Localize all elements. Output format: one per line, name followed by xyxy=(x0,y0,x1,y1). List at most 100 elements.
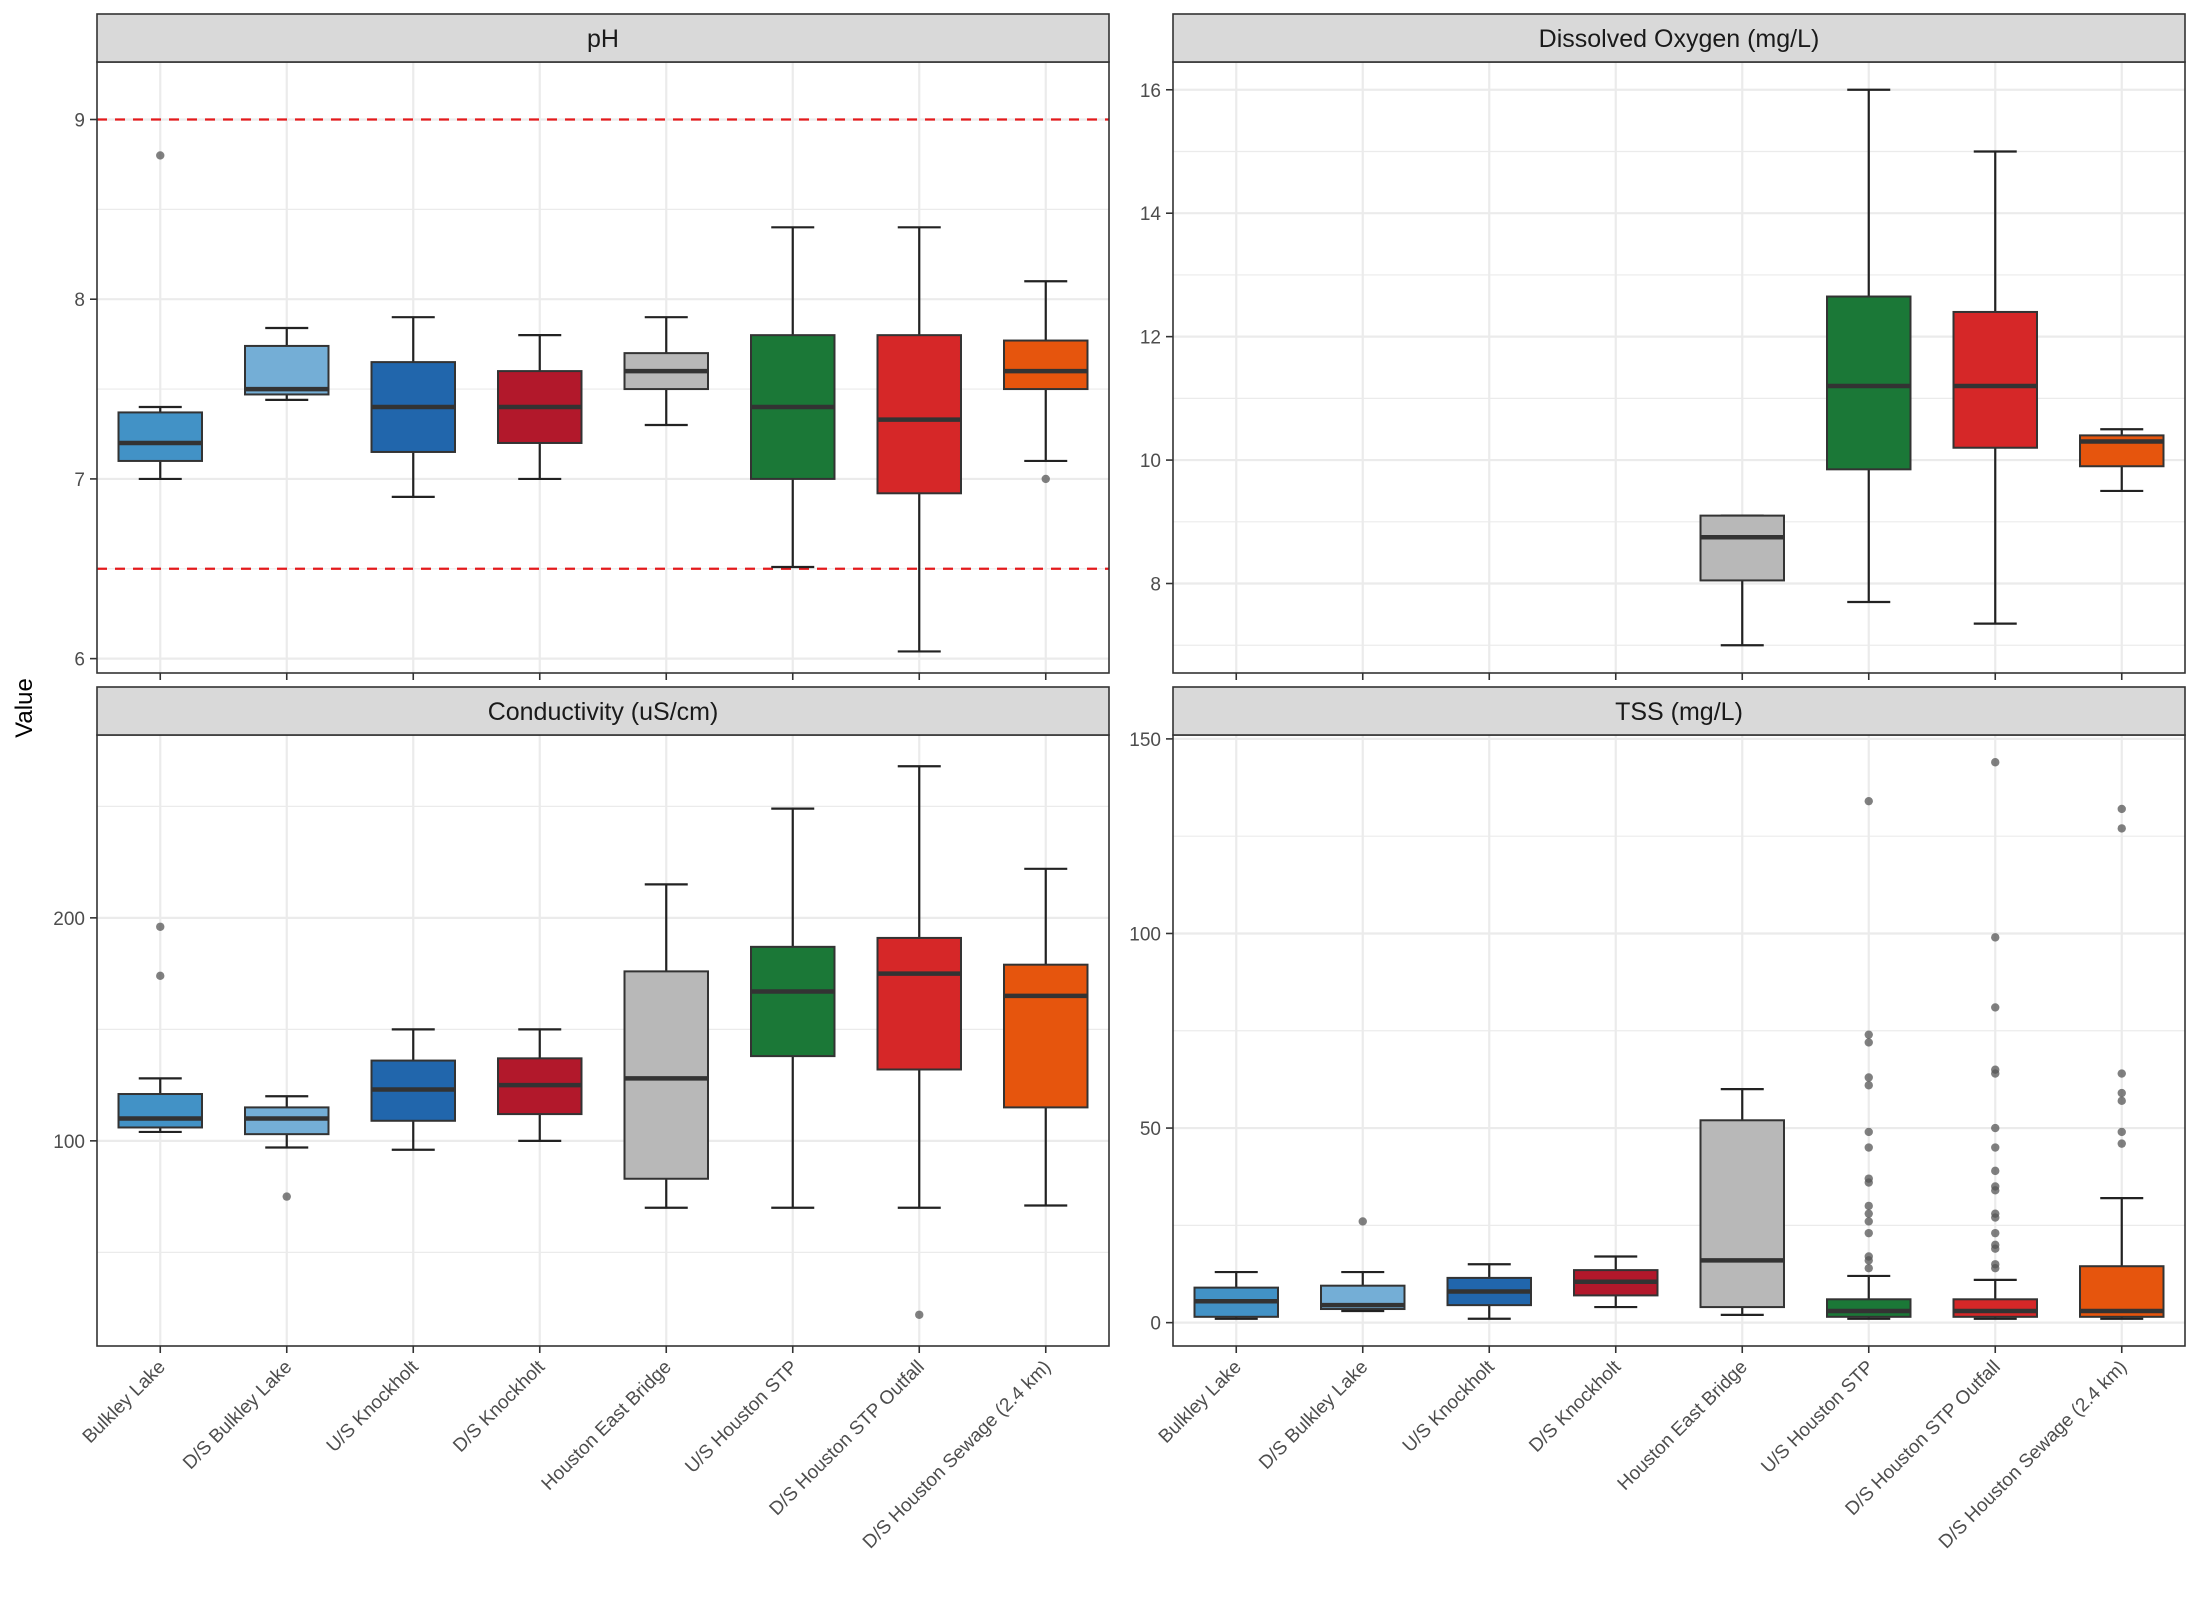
outlier-point xyxy=(2117,1088,2126,1098)
box-bulkley-lake xyxy=(117,151,203,481)
strip-background xyxy=(96,686,1110,736)
box-iqr xyxy=(1003,963,1089,1109)
box-u-s-houston-stp xyxy=(750,226,836,569)
y-tick-label: 8 xyxy=(74,290,85,311)
box-d-s-knockholt xyxy=(1573,1255,1659,1309)
outlier-point xyxy=(1864,1073,1873,1082)
x-tick-label: D/S Knockholt xyxy=(449,1356,549,1456)
strip-title: pH xyxy=(587,25,619,53)
box-iqr xyxy=(1699,1119,1785,1309)
outlier-point xyxy=(156,151,165,160)
box-d-s-houston-stp-outfall xyxy=(1952,150,2038,625)
box-iqr xyxy=(623,970,709,1180)
box-houston-east-bridge xyxy=(1699,514,1785,647)
x-tick-label: D/S Bulkley Lake xyxy=(179,1357,296,1474)
outlier-point xyxy=(2117,804,2126,814)
outlier-point xyxy=(1991,1213,2000,1222)
box-d-s-houston-stp-outfall xyxy=(876,765,962,1319)
outlier-point xyxy=(1864,1201,1873,1211)
outlier-point xyxy=(1864,1081,1873,1090)
y-tick-label: 14 xyxy=(1140,204,1162,225)
x-tick-label: Houston East Bridge xyxy=(1614,1357,1752,1495)
outlier-point xyxy=(1991,933,2000,942)
box-iqr xyxy=(1952,310,2038,449)
y-axis-title: Value xyxy=(11,678,38,738)
x-tick-label: D/S Knockholt xyxy=(1525,1356,1625,1456)
y-tick-label: 10 xyxy=(1140,451,1161,472)
box-d-s-knockholt xyxy=(497,1028,583,1142)
strip-background xyxy=(1172,686,2186,736)
outlier-point xyxy=(1864,1209,1873,1218)
outlier-point xyxy=(1864,1143,1873,1152)
box-d-s-bulkley-lake xyxy=(1320,1217,1406,1313)
y-tick-label: 8 xyxy=(1150,575,1161,596)
plot-background xyxy=(1173,735,2185,1346)
box-u-s-houston-stp xyxy=(750,807,836,1209)
box-houston-east-bridge xyxy=(623,316,709,427)
panel-2: Dissolved Oxygen (mg/L) 8 10 12 14 16 xyxy=(1140,13,2186,680)
box-houston-east-bridge xyxy=(1699,1088,1785,1316)
y-tick-label: 100 xyxy=(1129,924,1161,945)
y-tick-label: 7 xyxy=(74,470,85,491)
box-houston-east-bridge xyxy=(623,883,709,1209)
box-d-s-houston-sewage-2-4-km xyxy=(2079,428,2165,493)
box-u-s-houston-stp xyxy=(1826,88,1912,604)
box-d-s-houston-stp-outfall xyxy=(1952,758,2038,1320)
outlier-point xyxy=(1991,1003,2000,1012)
box-iqr xyxy=(876,334,962,495)
box-u-s-knockholt xyxy=(370,316,456,498)
outlier-point xyxy=(1864,1127,1873,1137)
outlier-point xyxy=(2117,1127,2126,1137)
box-d-s-bulkley-lake xyxy=(244,326,330,401)
panel-1: pH 6 7 8 9 xyxy=(74,13,1110,680)
outlier-point xyxy=(1991,1244,2000,1253)
x-tick-label: U/S Knockholt xyxy=(1399,1356,1499,1456)
outlier-point xyxy=(1991,1228,2000,1238)
strip-title: Dissolved Oxygen (mg/L) xyxy=(1539,25,1820,53)
box-iqr xyxy=(1826,295,1912,471)
outlier-point xyxy=(2117,824,2126,833)
box-bulkley-lake xyxy=(117,922,203,1134)
box-u-s-knockholt xyxy=(370,1028,456,1151)
outlier-point xyxy=(1991,1123,2000,1133)
outlier-point xyxy=(156,971,165,981)
outlier-point xyxy=(1041,474,1050,484)
box-d-s-bulkley-lake xyxy=(244,1095,330,1201)
x-tick-label: Houston East Bridge xyxy=(538,1357,676,1495)
outlier-point xyxy=(282,1192,291,1201)
box-iqr xyxy=(750,945,836,1058)
outlier-point xyxy=(1864,1217,1873,1226)
y-tick-label: 0 xyxy=(1150,1314,1161,1335)
outlier-point xyxy=(2117,1096,2126,1106)
box-d-s-houston-sewage-2-4-km xyxy=(1003,867,1089,1207)
strip-background xyxy=(96,13,1110,63)
box-iqr xyxy=(1699,514,1785,582)
box-iqr xyxy=(1952,1298,2038,1318)
box-d-s-houston-stp-outfall xyxy=(876,226,962,653)
x-tick-label: U/S Houston STP xyxy=(1757,1357,1878,1478)
box-iqr xyxy=(117,411,203,462)
outlier-point xyxy=(1864,1263,1873,1273)
outlier-point xyxy=(1991,758,2000,767)
outlier-point xyxy=(1991,1143,2000,1152)
outlier-point xyxy=(1864,1178,1873,1187)
outlier-point xyxy=(915,1310,924,1319)
x-tick-label: U/S Knockholt xyxy=(323,1356,423,1456)
box-iqr xyxy=(1003,339,1089,391)
outlier-point xyxy=(1991,1263,2000,1273)
y-tick-label: 50 xyxy=(1140,1119,1161,1140)
strip-title: Conductivity (uS/cm) xyxy=(488,698,719,726)
outlier-point xyxy=(156,922,165,931)
strip-title: TSS (mg/L) xyxy=(1615,698,1743,726)
x-tick-label: D/S Bulkley Lake xyxy=(1255,1357,1372,1474)
box-u-s-houston-stp xyxy=(1826,796,1912,1320)
outlier-point xyxy=(1864,1038,1873,1047)
box-bulkley-lake xyxy=(1193,1270,1279,1320)
outlier-point xyxy=(1991,1166,2000,1176)
y-tick-label: 9 xyxy=(74,111,85,132)
outlier-point xyxy=(1864,1228,1873,1238)
box-d-s-knockholt xyxy=(497,334,583,481)
x-tick-label: Bulkley Lake xyxy=(79,1357,170,1448)
